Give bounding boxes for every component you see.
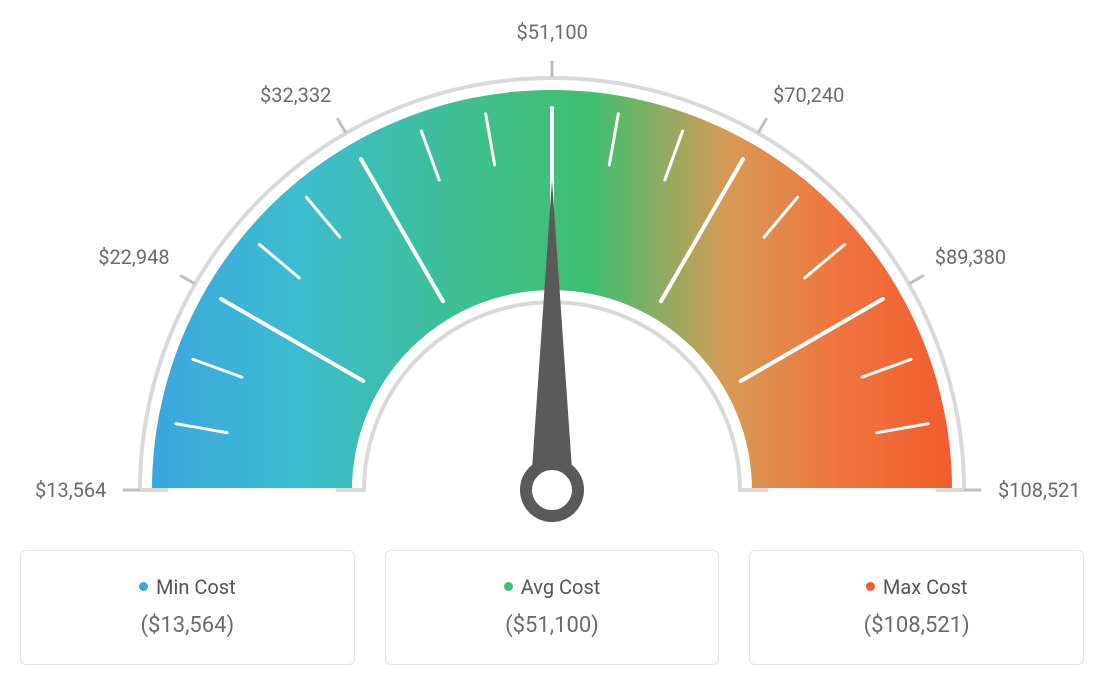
legend-title-min: Min Cost [31,575,344,599]
legend-card-min: Min Cost ($13,564) [20,550,355,665]
gauge-tick-label: $32,332 [260,83,331,107]
legend-title-avg: Avg Cost [396,575,709,599]
gauge-tick-label: $13,564 [35,478,106,502]
gauge-svg [20,20,1084,540]
legend-card-max: Max Cost ($108,521) [749,550,1084,665]
legend-row: Min Cost ($13,564) Avg Cost ($51,100) Ma… [20,550,1084,665]
legend-title-min-text: Min Cost [156,575,236,599]
dot-icon [504,582,513,591]
gauge-tick-label: $22,948 [98,245,169,269]
gauge-chart: $13,564 $22,948 $32,332 $51,100 $70,240 $89,3… [20,20,1084,540]
legend-title-max-text: Max Cost [883,575,968,599]
legend-value-avg: ($51,100) [396,613,709,638]
gauge-tick-label: $108,521 [998,478,1081,502]
dot-icon [866,582,875,591]
legend-card-avg: Avg Cost ($51,100) [385,550,720,665]
legend-value-min: ($13,564) [31,613,344,638]
gauge-tick-label: $70,240 [773,83,844,107]
dot-icon [139,582,148,591]
legend-title-max: Max Cost [760,575,1073,599]
legend-title-avg-text: Avg Cost [521,575,601,599]
gauge-tick-label: $51,100 [517,20,588,44]
gauge-tick-label: $89,380 [935,245,1006,269]
legend-value-max: ($108,521) [760,613,1073,638]
